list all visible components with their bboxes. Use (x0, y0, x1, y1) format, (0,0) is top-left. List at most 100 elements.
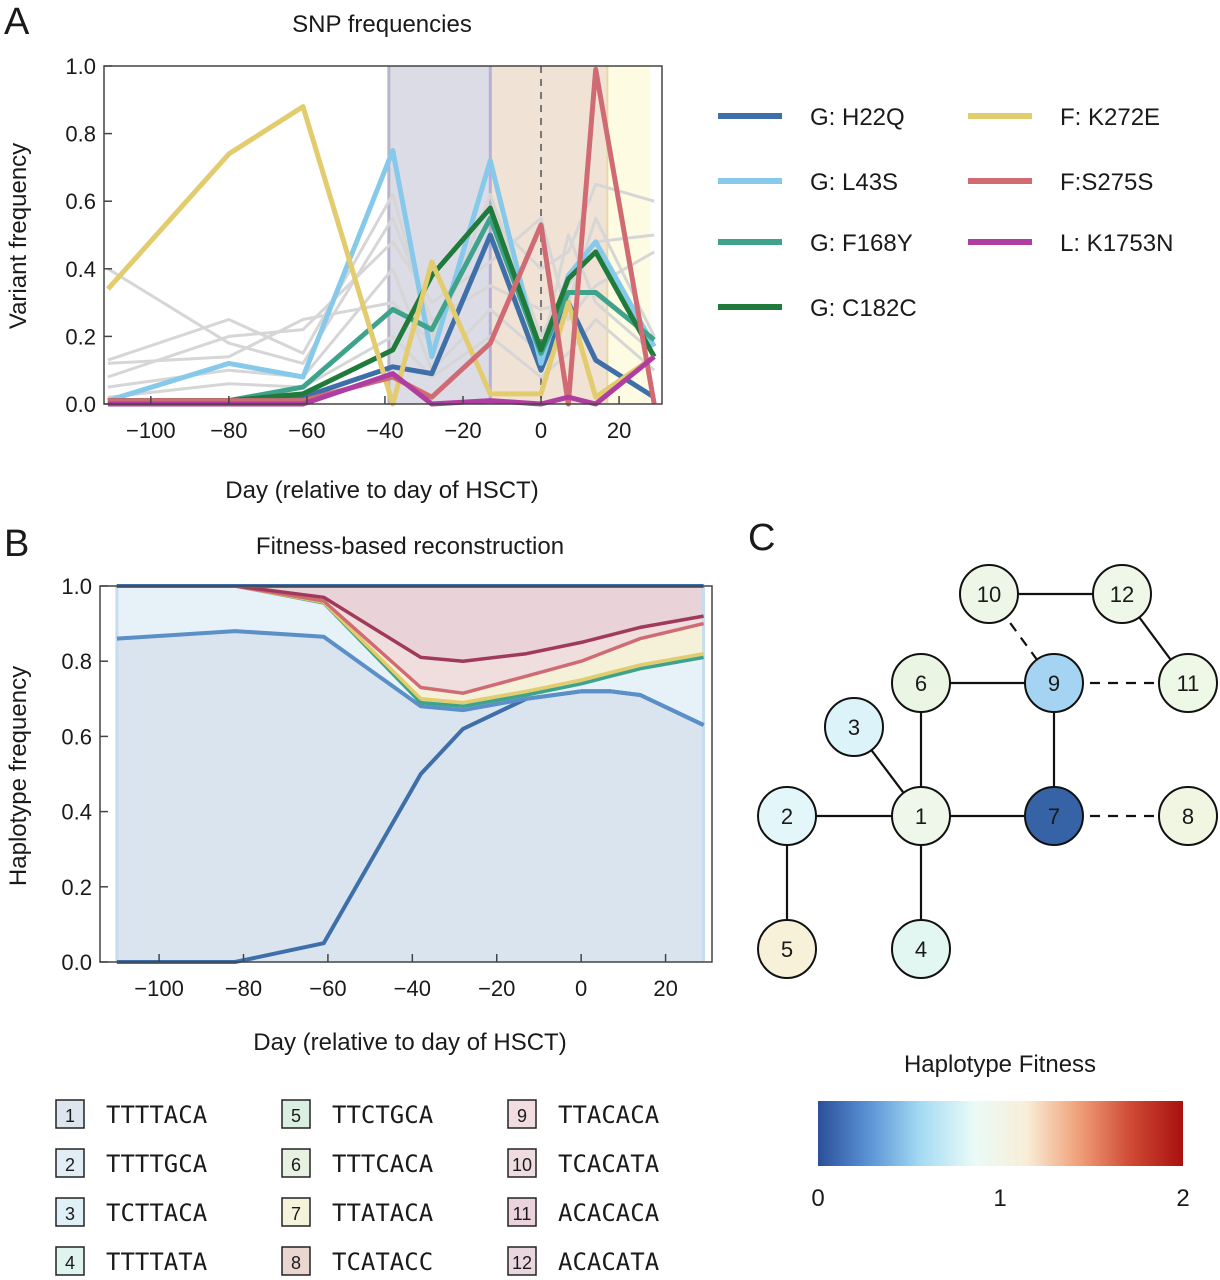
legend-label: F:S275S (1060, 169, 1153, 196)
haplotype-swatch (55, 1197, 85, 1227)
y-tick-label: 1.0 (65, 54, 96, 79)
network-node-12: 12 (1092, 564, 1152, 624)
network-node-5: 5 (757, 919, 817, 979)
node-circle (1158, 653, 1218, 713)
node-label: 9 (1048, 671, 1060, 696)
network-node-2: 2 (757, 786, 817, 846)
haplotype-swatch (55, 1099, 85, 1129)
node-circle (824, 697, 884, 757)
haplotype-id: 10 (512, 1155, 532, 1175)
x-tick-label: −20 (478, 976, 515, 1001)
legend-label: G: C182C (810, 295, 917, 322)
haplotype-sequence: ACACACA (558, 1199, 660, 1227)
node-circle (959, 564, 1019, 624)
colorbar-gradient (818, 1101, 1183, 1166)
background-snp-line-3 (107, 216, 655, 379)
y-tick-label: 0.4 (61, 800, 92, 825)
network-node-6: 6 (891, 653, 951, 713)
node-circle (1024, 653, 1084, 713)
panel-label-b: B (4, 523, 29, 565)
legend-label: G: H22Q (810, 104, 905, 131)
x-tick-label: −60 (288, 418, 325, 443)
node-circle (757, 919, 817, 979)
network-node-1: 1 (891, 786, 951, 846)
haplotype-swatch (55, 1148, 85, 1178)
haplotype-sequence: TTTCACA (332, 1150, 434, 1178)
x-tick-label: 0 (575, 976, 587, 1001)
y-tick-label: 0.4 (65, 257, 96, 282)
x-tick-label: −100 (134, 976, 184, 1001)
haplotype-swatch (281, 1099, 311, 1129)
chart-a-legend: G: H22Q G: L43S G: F168Y G: C182C F: K272E F:… (718, 104, 1173, 322)
haplotype-legend-item: 10 TCACATA (507, 1148, 660, 1178)
node-label: 8 (1182, 804, 1194, 829)
fitness-colorbar: Haplotype Fitness 0 1 2 (811, 1051, 1189, 1212)
x-tick-label: −40 (394, 976, 431, 1001)
node-circle (1024, 786, 1084, 846)
haplotype-id: 6 (291, 1155, 301, 1175)
legend-label: L: K1753N (1060, 230, 1173, 257)
node-circle (1092, 564, 1152, 624)
haplotype-reconstruction-chart: Fitness‐based reconstruction Day (relati… (5, 533, 713, 1056)
haplotype-boundary-line-2 (116, 629, 705, 727)
panel-label-a: A (4, 1, 30, 43)
haplotype-id: 8 (291, 1253, 301, 1273)
x-tick-label: −80 (225, 976, 262, 1001)
haplotype-swatch (281, 1197, 311, 1227)
haplotype-legend-item: 4 TTTTATA (55, 1246, 208, 1276)
network-node-4: 4 (891, 919, 951, 979)
x-tick-label: −60 (309, 976, 346, 1001)
haplotype-id: 2 (65, 1155, 75, 1175)
haplotype-swatch (55, 1246, 85, 1276)
x-tick-label: −40 (366, 418, 403, 443)
x-tick-label: −20 (444, 418, 481, 443)
chart-a-frame (103, 65, 663, 405)
legend-label: G: L43S (810, 169, 898, 196)
network-node-8: 8 (1158, 786, 1218, 846)
series-line-g-f168y (107, 215, 656, 404)
haplotype-legend-item: 9 TTACACA (507, 1099, 660, 1129)
haplotype-legend-item: 3 TCTTACA (55, 1197, 208, 1227)
y-tick-label: 0.8 (61, 649, 92, 674)
node-circle (1158, 786, 1218, 846)
haplotype-sequence: TTTTGCA (106, 1150, 208, 1178)
node-label: 3 (848, 715, 860, 740)
haplotype-legend-item: 1 TTTTACA (55, 1099, 208, 1129)
haplotype-swatch (507, 1246, 537, 1276)
colorbar-title: Haplotype Fitness (904, 1051, 1096, 1078)
chart-b-title: Fitness‐based reconstruction (256, 533, 564, 560)
x-tick-label: −100 (126, 418, 176, 443)
colorbar-tick-label: 1 (993, 1185, 1006, 1212)
haplotype-swatch (281, 1148, 311, 1178)
haplotype-id: 12 (512, 1253, 532, 1273)
haplotype-sequence: TTACACA (558, 1101, 660, 1129)
node-label: 12 (1110, 582, 1134, 607)
colorbar-tick-label: 0 (811, 1185, 824, 1212)
haplotype-sequence: ACACATA (558, 1248, 660, 1276)
y-tick-label: 0.0 (61, 950, 92, 975)
y-tick-label: 0.6 (61, 724, 92, 749)
haplotype-id: 4 (65, 1253, 75, 1273)
node-label: 10 (977, 582, 1001, 607)
haplotype-swatch (507, 1099, 537, 1129)
haplotype-id: 11 (513, 1204, 532, 1224)
haplotype-legend-item: 7 TTATACA (281, 1197, 434, 1227)
haplotype-band-4 (116, 586, 704, 703)
node-label: 7 (1048, 804, 1060, 829)
node-circle (891, 786, 951, 846)
series-line-f-s275s (107, 66, 657, 407)
node-label: 11 (1177, 671, 1200, 696)
haplotype-boundary-line-5 (116, 584, 705, 695)
haplotype-boundary-line-6 (116, 584, 704, 663)
haplotype-swatch (281, 1246, 311, 1276)
haplotype-id: 3 (65, 1204, 75, 1224)
haplotype-sequence: TCATACC (332, 1248, 433, 1276)
haplotype-sequence: TTATACA (332, 1199, 434, 1227)
haplotype-id: 7 (291, 1204, 301, 1224)
haplotype-legend-item: 8 TCATACC (281, 1246, 433, 1276)
node-label: 6 (915, 671, 927, 696)
network-node-10: 10 (959, 564, 1019, 624)
y-tick-label: 0.2 (61, 875, 92, 900)
network-node-9: 9 (1024, 653, 1084, 713)
